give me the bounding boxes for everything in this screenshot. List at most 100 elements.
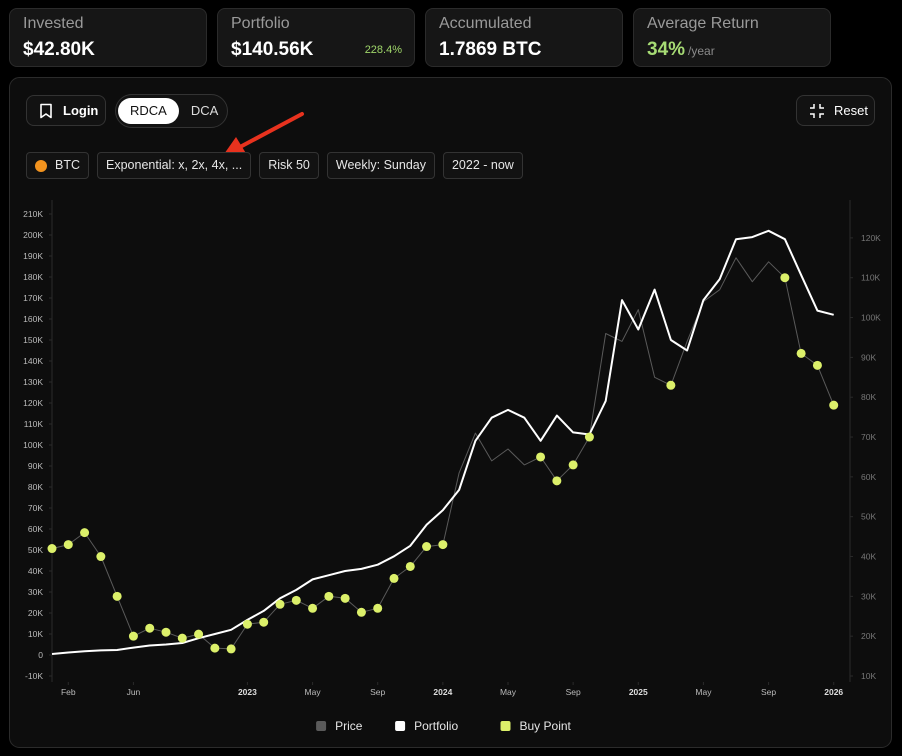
login-label: Login bbox=[63, 103, 99, 118]
reset-button[interactable]: Reset bbox=[796, 95, 875, 126]
y-tick-label: 210K bbox=[23, 209, 43, 219]
buy-point bbox=[666, 380, 676, 390]
stat-value: 34%/year bbox=[647, 39, 715, 61]
series-line bbox=[51, 229, 834, 655]
filter-chip[interactable]: 2022 - now bbox=[442, 152, 523, 179]
buy-point bbox=[780, 273, 790, 283]
buy-point bbox=[145, 623, 155, 633]
buy-point bbox=[389, 573, 399, 583]
reset-icon bbox=[810, 103, 824, 118]
buy-point bbox=[373, 603, 383, 613]
y-tick-label: 200K bbox=[23, 230, 43, 240]
filter-bar: BTC Exponential: x, 2x, 4x, ... Risk 50 … bbox=[26, 152, 523, 179]
legend-label: Price bbox=[335, 719, 363, 733]
buy-point bbox=[128, 631, 138, 641]
buy-point bbox=[422, 542, 432, 552]
stat-card: Average Return 34%/year bbox=[633, 8, 831, 67]
y-tick-label: 60K bbox=[28, 524, 43, 534]
x-tick-label: 2023 bbox=[238, 687, 257, 697]
x-tick-label: Sep bbox=[370, 687, 385, 697]
buy-point bbox=[356, 607, 366, 617]
buy-point bbox=[47, 544, 57, 554]
y-tick-label: 190K bbox=[23, 251, 43, 261]
y-tick-label: 100K bbox=[23, 440, 43, 450]
mode-option[interactable]: DCA bbox=[190, 103, 219, 118]
x-tick-label: Feb bbox=[61, 687, 76, 697]
filter-chip[interactable]: BTC bbox=[26, 152, 89, 179]
y-tick-label: 0 bbox=[38, 650, 43, 660]
legend-swatch bbox=[316, 721, 327, 731]
x-tick-label: Sep bbox=[761, 687, 776, 697]
buy-point bbox=[829, 400, 839, 410]
y-tick-label: 150K bbox=[23, 335, 43, 345]
stat-suffix: /year bbox=[688, 44, 715, 58]
y-tick-label: 120K bbox=[23, 398, 43, 408]
buy-point bbox=[438, 540, 448, 550]
filter-chip[interactable]: Risk 50 bbox=[259, 152, 319, 179]
buy-point bbox=[812, 360, 822, 370]
y2-tick-label: 10K bbox=[861, 671, 876, 681]
filter-label: Risk 50 bbox=[268, 158, 310, 172]
y2-tick-label: 100K bbox=[861, 313, 881, 323]
y2-tick-label: 90K bbox=[861, 352, 876, 362]
panel bbox=[9, 77, 892, 748]
y-tick-label: 40K bbox=[28, 566, 43, 576]
y-tick-label: 180K bbox=[23, 272, 43, 282]
buy-point bbox=[112, 591, 122, 601]
y-tick-label: 110K bbox=[24, 419, 44, 429]
buy-point bbox=[259, 617, 269, 627]
x-tick-label: May bbox=[305, 687, 322, 697]
buy-point bbox=[194, 629, 204, 639]
buy-point bbox=[242, 619, 252, 629]
stat-change: 228.4% bbox=[364, 44, 402, 56]
y-tick-label: 160K bbox=[23, 314, 43, 324]
mode-toggle: RDCA DCA bbox=[115, 94, 228, 128]
x-tick-label: May bbox=[695, 687, 712, 697]
y2-tick-label: 60K bbox=[861, 472, 876, 482]
btc-icon bbox=[35, 159, 47, 172]
buy-point bbox=[340, 593, 350, 603]
stat-card: Accumulated 1.7869 BTC bbox=[425, 8, 623, 67]
legend-label: Buy Point bbox=[520, 719, 572, 733]
stat-value: $140.56K bbox=[231, 39, 314, 60]
buy-point bbox=[291, 595, 301, 605]
y2-tick-label: 50K bbox=[861, 512, 876, 522]
buy-point bbox=[96, 552, 106, 562]
stat-label: Accumulated bbox=[439, 15, 532, 32]
stat-value: $42.80K bbox=[23, 39, 95, 60]
buy-point bbox=[536, 452, 546, 462]
reset-label: Reset bbox=[834, 103, 868, 118]
buy-point bbox=[210, 643, 220, 653]
bookmark-icon bbox=[40, 103, 52, 118]
y-tick-label: 170K bbox=[23, 293, 43, 303]
filter-label: Weekly: Sunday bbox=[335, 158, 426, 172]
filter-label: BTC bbox=[55, 158, 80, 172]
mode-option[interactable]: RDCA bbox=[118, 98, 179, 124]
x-tick-label: May bbox=[500, 687, 517, 697]
legend-swatch bbox=[500, 721, 511, 731]
x-tick-label: Sep bbox=[566, 687, 581, 697]
x-tick-label: Jun bbox=[127, 687, 141, 697]
x-tick-label: 2025 bbox=[629, 687, 648, 697]
stat-card: Invested $42.80K bbox=[9, 8, 207, 67]
filter-label: Exponential: x, 2x, 4x, ... bbox=[106, 158, 243, 172]
stat-card: Portfolio $140.56K 228.4% bbox=[217, 8, 415, 67]
y-tick-label: 20K bbox=[28, 608, 43, 618]
buy-point bbox=[796, 348, 806, 358]
filter-chip[interactable]: Weekly: Sunday bbox=[326, 152, 435, 179]
y-tick-label: 130K bbox=[23, 377, 43, 387]
buy-point bbox=[161, 627, 171, 637]
buy-point bbox=[552, 476, 562, 486]
y-tick-label: 70K bbox=[28, 503, 43, 513]
buy-point bbox=[308, 603, 318, 613]
buy-point bbox=[177, 633, 187, 643]
login-button[interactable]: Login bbox=[26, 95, 106, 126]
filter-chip[interactable]: Exponential: x, 2x, 4x, ... bbox=[97, 152, 252, 179]
stat-value-text: 34% bbox=[647, 39, 686, 60]
y2-tick-label: 30K bbox=[861, 591, 876, 601]
y2-tick-label: 20K bbox=[861, 631, 876, 641]
buy-point bbox=[584, 432, 594, 442]
y-tick-label: 50K bbox=[28, 545, 43, 555]
x-tick-label: 2024 bbox=[433, 687, 452, 697]
